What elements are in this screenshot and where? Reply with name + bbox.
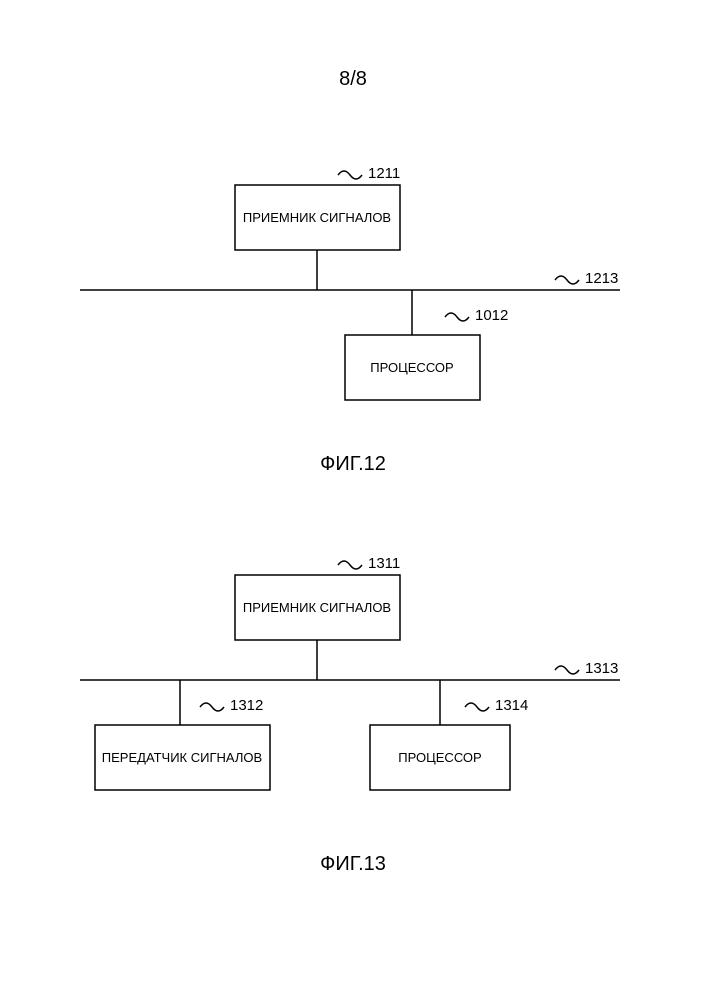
transmitter-ref-label: 1312 (230, 697, 263, 714)
figure-12: 1213 ПРИЕМНИК СИГНАЛОВ 1211 ПРОЦЕССОР 10… (80, 165, 620, 475)
bus-ref-label: 1213 (585, 270, 618, 287)
bus-ref-label: 1313 (585, 660, 618, 677)
page-svg: 8/8 1213 ПРИЕМНИК СИГНАЛОВ 1211 ПРОЦЕССО… (0, 0, 707, 1000)
processor-ref-label: 1012 (475, 307, 508, 324)
receiver-ref-tilde (338, 561, 362, 569)
receiver-ref-tilde (338, 171, 362, 179)
figure-13: 1313 ПРИЕМНИК СИГНАЛОВ 1311 ПЕРЕДАТЧИК С… (80, 555, 620, 875)
node-receiver: ПРИЕМНИК СИГНАЛОВ 1311 (235, 555, 400, 680)
page-number: 8/8 (339, 68, 367, 90)
receiver-label: ПРИЕМНИК СИГНАЛОВ (243, 600, 391, 615)
receiver-label: ПРИЕМНИК СИГНАЛОВ (243, 210, 391, 225)
transmitter-ref-tilde (200, 703, 224, 711)
processor-ref-tilde (445, 313, 469, 321)
node-processor: ПРОЦЕССОР 1314 (370, 680, 528, 790)
node-receiver: ПРИЕМНИК СИГНАЛОВ 1211 (235, 165, 400, 290)
figure-13-caption: ФИГ.13 (320, 853, 386, 875)
bus-ref-tilde (555, 276, 579, 284)
node-processor: ПРОЦЕССОР 1012 (345, 290, 508, 400)
processor-ref-label: 1314 (495, 697, 528, 714)
bus-ref-tilde (555, 666, 579, 674)
processor-label: ПРОЦЕССОР (370, 360, 453, 375)
processor-ref-tilde (465, 703, 489, 711)
figure-12-caption: ФИГ.12 (320, 453, 386, 475)
processor-label: ПРОЦЕССОР (398, 750, 481, 765)
node-transmitter: ПЕРЕДАТЧИК СИГНАЛОВ 1312 (95, 680, 270, 790)
receiver-ref-label: 1311 (368, 555, 400, 572)
transmitter-label: ПЕРЕДАТЧИК СИГНАЛОВ (102, 750, 262, 765)
receiver-ref-label: 1211 (368, 165, 400, 182)
